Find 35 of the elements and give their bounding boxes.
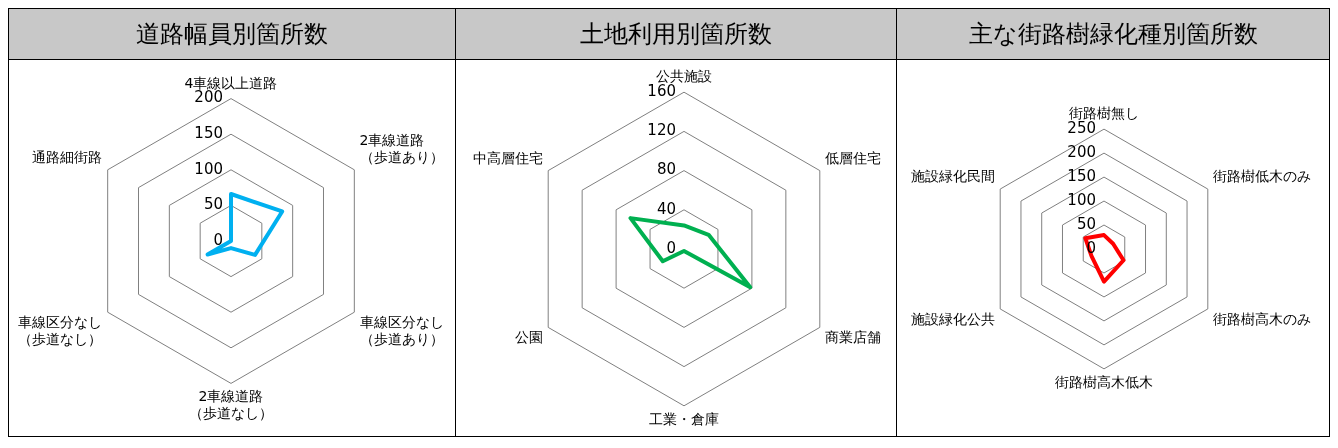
chart-title: 主な街路樹緑化種別箇所数 — [897, 9, 1329, 60]
spoke-label: 街路樹低木のみ — [1213, 168, 1311, 185]
y-tick-label: 80 — [656, 160, 676, 179]
spoke-label: 公共施設 — [656, 68, 712, 85]
y-tick-label: 150 — [1067, 166, 1096, 185]
y-tick-label: 120 — [647, 121, 676, 140]
spoke-label: 街路樹高木のみ — [1213, 310, 1311, 327]
y-tick-label: 250 — [1067, 119, 1096, 138]
y-tick-label: 50 — [203, 195, 223, 214]
y-tick-label: 200 — [1067, 143, 1096, 161]
y-tick-label: 50 — [1076, 214, 1096, 233]
y-tick-label: 160 — [647, 82, 676, 101]
spoke-label: 通路細街路 — [32, 149, 103, 166]
spoke-label: 2車線道路（歩道なし） — [189, 388, 273, 422]
spoke-label: 街路樹高木低木 — [1055, 373, 1153, 390]
y-tick-label: 0 — [213, 230, 223, 249]
spoke-label: 低層住宅 — [825, 149, 881, 166]
spoke-label: 2車線道路（歩道あり） — [359, 132, 444, 166]
y-tick-label: 40 — [656, 199, 676, 218]
spoke-label: 施設緑化公共 — [911, 310, 995, 327]
spoke-label: 中高層住宅 — [473, 149, 543, 166]
chart-title: 土地利用別箇所数 — [456, 9, 896, 60]
spoke-label: 街路樹無し — [1069, 105, 1139, 122]
y-tick-label: 150 — [194, 124, 223, 143]
spoke-label: 車線区分なし（歩道あり） — [359, 314, 444, 348]
y-tick-label: 100 — [1067, 190, 1096, 209]
spoke-label: 施設緑化民間 — [911, 168, 995, 185]
spoke-label: 車線区分なし（歩道なし） — [18, 314, 103, 348]
spoke-label: 4車線以上道路 — [184, 74, 278, 91]
spoke-label: 商業店舗 — [825, 329, 881, 346]
y-tick-label: 100 — [194, 159, 223, 178]
spoke-label: 公園 — [515, 329, 543, 346]
y-tick-label: 0 — [666, 238, 676, 257]
spoke-label: 工業・倉庫 — [649, 410, 719, 427]
chart-title: 道路幅員別箇所数 — [9, 9, 455, 60]
